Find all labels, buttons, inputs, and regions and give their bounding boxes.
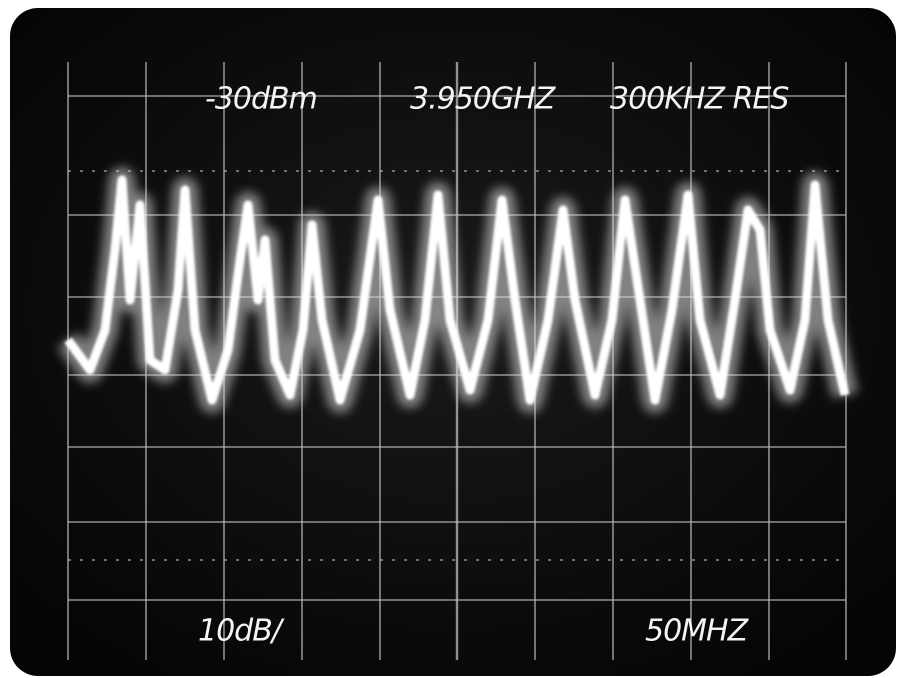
analyzer-photo: -30dBm 3.950GHZ 300KHZ RES 10dB/ 50MHZ [0,0,904,678]
resolution: 300KHZ RES [610,82,789,117]
span: 50MHZ [645,614,750,649]
reference-level: -30dBm [205,82,317,117]
scale: 10dB/ [198,614,285,649]
center-frequency: 3.950GHZ [410,82,557,117]
